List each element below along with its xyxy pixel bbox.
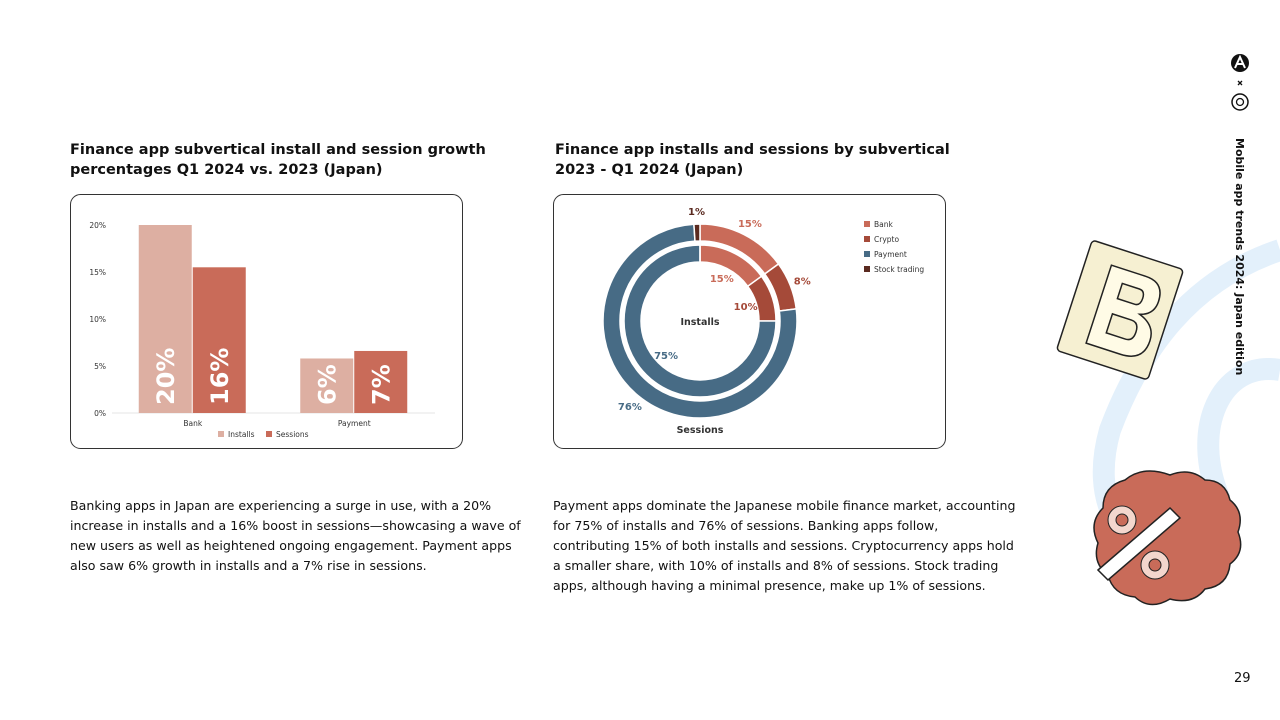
badge-dot (1115, 513, 1129, 527)
value-label: 76% (618, 402, 642, 413)
side-title: Mobile app trends 2024: Japan edition (1233, 138, 1246, 376)
donut-segment (602, 223, 798, 419)
page-number: 29 (1234, 671, 1251, 686)
badge-dot (1148, 558, 1162, 572)
badge-slash (1096, 506, 1182, 582)
legend-swatch (266, 431, 272, 437)
value-label: 20% (152, 348, 180, 405)
y-tick-label: 0% (94, 409, 106, 418)
legend-label: Bank (874, 220, 893, 229)
y-tick-label: 20% (89, 221, 106, 230)
x-tick-label: Payment (338, 419, 371, 428)
bar (138, 225, 192, 413)
badge (1093, 470, 1242, 606)
logo-mark (1234, 54, 1246, 69)
paragraph: Payment apps dominate the Japanese mobil… (553, 498, 1016, 593)
value-label: 6% (313, 364, 341, 405)
logo (1235, 97, 1245, 107)
paragraph: Banking apps in Japan are experiencing a… (70, 498, 521, 573)
ring-label: Installs (680, 317, 719, 328)
logo (1231, 93, 1249, 111)
chart-title-block: Finance app installs and sessions by sub… (555, 140, 975, 180)
bar-chart: 0% 5% 10% 15% 20% Bank 20% 16% Payment 6% 7% Instal… (70, 194, 463, 449)
bar (354, 350, 408, 413)
bitcoin (1056, 240, 1184, 380)
ring-label: Sessions (677, 425, 724, 436)
swoosh (1197, 358, 1280, 505)
value-label: 75% (654, 351, 678, 362)
value-label: 10% (734, 302, 758, 313)
legend-label: Installs (228, 430, 255, 439)
value-label: 15% (738, 219, 762, 230)
legend-label: Stock trading (874, 265, 924, 274)
y-tick-label: 15% (89, 268, 106, 277)
logo-x (1237, 80, 1243, 86)
x-tick-label: Bank (183, 419, 202, 428)
value-label: 15% (710, 274, 734, 285)
y-tick-label: 10% (89, 315, 106, 324)
bar (192, 267, 246, 413)
y-tick-label: 5% (94, 362, 106, 371)
legend-swatch (864, 266, 870, 272)
legend-swatch (864, 236, 870, 242)
donut-segment (623, 244, 777, 398)
value-label: 8% (794, 277, 811, 288)
decoration (1056, 54, 1280, 606)
legend-label: Payment (874, 250, 907, 259)
donut-chart: 15% 8% 76% 1% Sessions 15% 10% 75% Installs Bank C… (553, 194, 946, 449)
chart-title: Finance app installs and sessions by sub… (555, 142, 950, 158)
legend-label: Crypto (874, 235, 899, 244)
chart-title: Finance app subvertical install and sess… (70, 142, 486, 178)
chart-subtitle: 2023 - Q1 2024 (Japan) (555, 162, 744, 178)
legend-swatch (864, 221, 870, 227)
legend-swatch (218, 431, 224, 437)
donut-segment (693, 223, 701, 242)
value-label: 1% (688, 207, 705, 218)
value-label: 16% (206, 348, 234, 405)
bar (300, 358, 354, 413)
value-label: 7% (367, 364, 395, 405)
legend-label: Sessions (276, 430, 309, 439)
legend-swatch (864, 251, 870, 257)
